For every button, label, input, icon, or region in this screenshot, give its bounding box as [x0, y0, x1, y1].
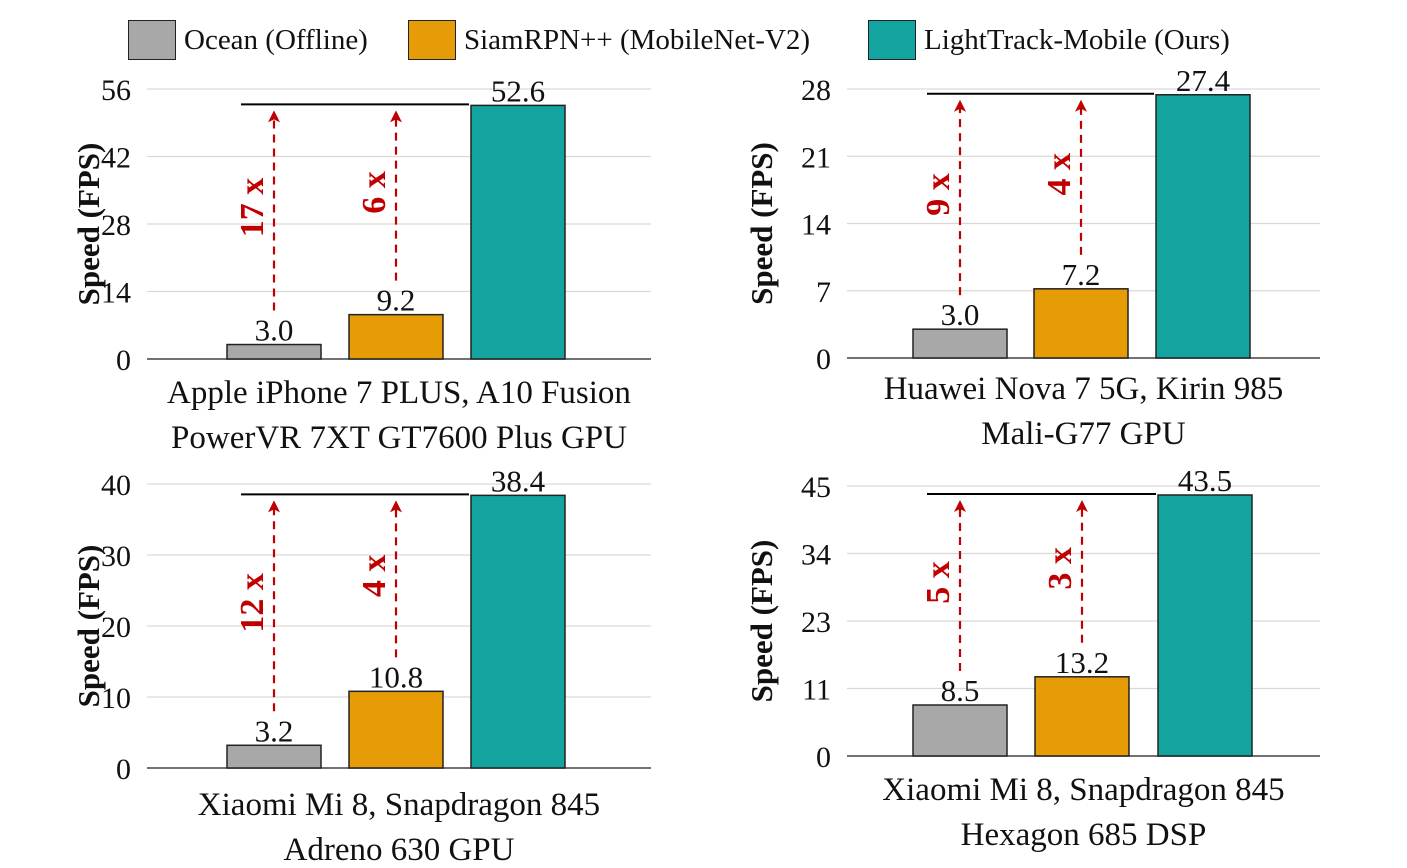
chart-legend: Ocean (Offline) SiamRPN++ (MobileNet-V2)…	[0, 0, 1407, 70]
speedup-label: 12 x	[234, 573, 271, 633]
bar-ocean	[912, 704, 1008, 757]
y-tick-label: 0	[116, 344, 131, 377]
legend-label-ocean: Ocean (Offline)	[184, 23, 368, 56]
speedup-label: 6 x	[356, 171, 393, 214]
chart-panel-1: 0 14 28 42 56 Speed (FPS) 3.0 9.2 52.6 17 x 6 x App…	[71, 73, 651, 456]
legend-swatch-ocean	[128, 20, 176, 60]
bar-value-label: 9.2	[377, 283, 416, 318]
y-tick-label: 0	[816, 343, 831, 376]
bar-ocean	[226, 744, 322, 769]
chart-panel-2: 0 7 14 21 28 Speed (FPS) 3.0 7.2 27.4 9 x 4 x Huawe…	[744, 63, 1320, 452]
y-tick-label: 40	[101, 469, 131, 502]
bar-lighttrack	[1155, 94, 1251, 359]
bar-siamrpn	[1034, 676, 1130, 757]
x-axis-caption: PowerVR 7XT GT7600 Plus GPU	[171, 420, 627, 456]
speedup-label: 4 x	[356, 555, 393, 598]
x-axis-caption: Xiaomi Mi 8, Snapdragon 845	[882, 772, 1284, 808]
y-tick-label: 21	[801, 141, 831, 174]
bar-value-label: 3.2	[255, 713, 294, 748]
y-tick-label: 20	[101, 611, 131, 644]
y-axis-label: Speed (FPS)	[744, 142, 779, 305]
y-tick-label: 10	[101, 682, 131, 715]
legend-item-lighttrack: LightTrack-Mobile (Ours)	[868, 18, 1230, 62]
y-tick-label: 14	[101, 277, 131, 310]
bar-value-label: 10.8	[369, 659, 423, 694]
legend-item-ocean: Ocean (Offline)	[128, 18, 368, 62]
legend-label-lighttrack: LightTrack-Mobile (Ours)	[924, 23, 1230, 56]
chart-panel-4: 0 11 23 34 45 Speed (FPS) 8.5 13.2 43.5 5 x 3 x Xia…	[744, 463, 1320, 853]
y-axis-label: Speed (FPS)	[71, 545, 106, 708]
bar-siamrpn	[348, 690, 444, 769]
speedup-label: 17 x	[234, 178, 271, 238]
y-tick-label: 0	[816, 741, 831, 774]
y-axis-label: Speed (FPS)	[71, 143, 106, 306]
speedup-label: 4 x	[1041, 153, 1078, 196]
x-axis-caption: Adreno 630 GPU	[284, 832, 515, 868]
bar-siamrpn	[1033, 288, 1129, 359]
y-tick-label: 34	[801, 539, 831, 572]
bar-value-label: 43.5	[1178, 463, 1232, 498]
bar-value-label: 27.4	[1176, 63, 1231, 98]
speedup-label: 9 x	[920, 173, 957, 216]
bar-value-label: 7.2	[1062, 257, 1101, 292]
bar-value-label: 3.0	[255, 313, 294, 348]
bar-value-label: 3.0	[941, 297, 980, 332]
bar-lighttrack	[470, 494, 566, 769]
y-axis-label: Speed (FPS)	[744, 540, 779, 703]
x-axis-caption: Mali-G77 GPU	[981, 416, 1186, 452]
y-tick-label: 28	[101, 209, 131, 242]
bar-value-label: 8.5	[941, 673, 980, 708]
y-tick-label: 11	[802, 674, 831, 707]
x-axis-caption: Apple iPhone 7 PLUS, A10 Fusion	[167, 375, 631, 411]
bar-value-label: 13.2	[1055, 645, 1109, 680]
y-tick-label: 42	[101, 142, 131, 175]
bar-value-label: 52.6	[491, 73, 545, 108]
y-tick-label: 56	[101, 74, 131, 107]
y-tick-label: 30	[101, 540, 131, 573]
bar-value-label: 38.4	[491, 463, 546, 498]
bar-siamrpn	[348, 313, 444, 360]
speedup-label: 3 x	[1042, 547, 1079, 590]
bar-lighttrack	[470, 104, 566, 360]
bar-ocean	[912, 328, 1008, 359]
y-tick-label: 0	[116, 753, 131, 786]
bar-lighttrack	[1157, 494, 1253, 757]
chart-panel-3: 0 10 20 30 40 Speed (FPS) 3.2 10.8 38.4 12 x 4 x Xi…	[71, 463, 651, 868]
y-tick-label: 45	[801, 471, 831, 504]
bar-ocean	[226, 343, 322, 360]
legend-label-siamrpn: SiamRPN++ (MobileNet-V2)	[464, 23, 811, 56]
x-axis-caption: Huawei Nova 7 5G, Kirin 985	[884, 371, 1284, 407]
legend-item-siamrpn: SiamRPN++ (MobileNet-V2)	[408, 18, 810, 62]
speedup-label: 5 x	[920, 561, 957, 604]
y-tick-label: 23	[801, 606, 831, 639]
x-axis-caption: Hexagon 685 DSP	[961, 817, 1207, 853]
y-tick-label: 7	[816, 276, 831, 309]
y-tick-label: 14	[801, 209, 831, 242]
y-tick-label: 28	[801, 74, 831, 107]
legend-swatch-lighttrack	[868, 20, 916, 60]
legend-swatch-siamrpn	[408, 20, 456, 60]
x-axis-caption: Xiaomi Mi 8, Snapdragon 845	[198, 787, 600, 823]
